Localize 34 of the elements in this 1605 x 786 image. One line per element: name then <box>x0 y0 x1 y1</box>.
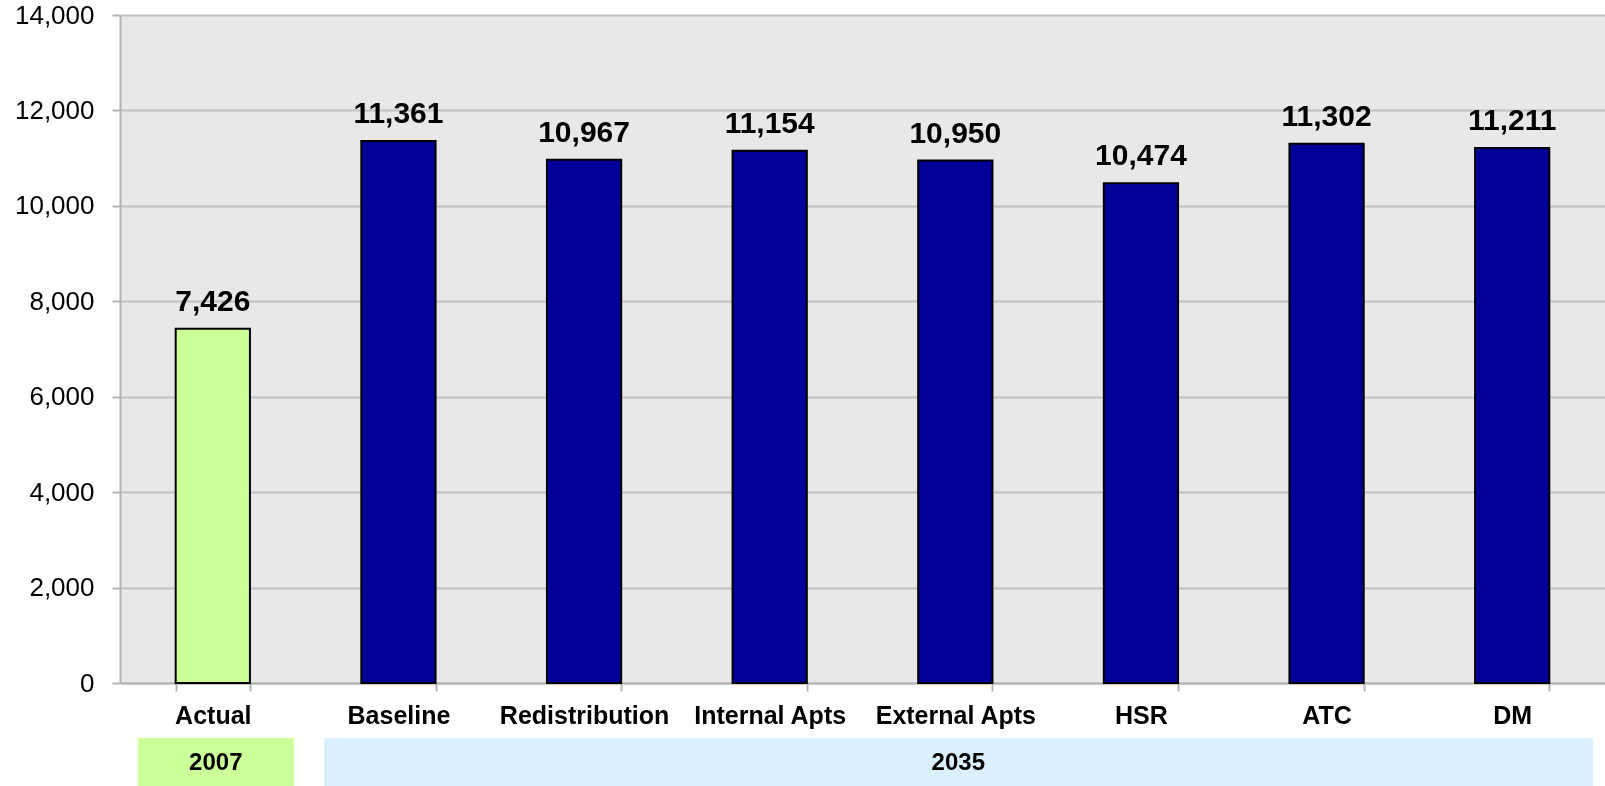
label-box: 2007 <box>138 738 294 786</box>
bar <box>545 158 623 684</box>
x-tick-label: Redistribution <box>499 700 670 729</box>
bar <box>1288 142 1365 684</box>
bar <box>731 149 808 684</box>
data-label: 10,967 <box>538 114 630 148</box>
x-tick-label: External Apts <box>875 700 1036 729</box>
bar <box>917 159 994 684</box>
y-tick-label: 8,000 <box>29 285 95 316</box>
y-tick-label: 4,000 <box>29 476 95 507</box>
y-tick-label: 10,000 <box>14 190 95 221</box>
y-tick-label: 2,000 <box>29 572 95 603</box>
y-tick-label: 6,000 <box>29 381 95 412</box>
data-label: 10,950 <box>909 115 1002 149</box>
bar <box>1474 147 1551 684</box>
data-label: 11,302 <box>1281 98 1372 132</box>
y-tick-label: 12,000 <box>14 94 95 125</box>
bar <box>1102 182 1180 684</box>
x-tick-label: Actual <box>175 700 252 729</box>
data-label: 11,211 <box>1467 103 1557 137</box>
data-label: 7,426 <box>175 283 251 317</box>
y-tick-label: 14,000 <box>14 0 95 30</box>
x-tick-label: ATC <box>1302 700 1352 729</box>
data-label: 11,361 <box>353 95 444 129</box>
x-tick-label: HSR <box>1115 700 1168 729</box>
bar <box>360 139 437 684</box>
bar <box>174 327 251 684</box>
data-label: 11,154 <box>724 105 816 139</box>
x-tick-label: Baseline <box>347 700 451 729</box>
x-tick-label: DM <box>1493 700 1533 729</box>
data-label: 10,474 <box>1095 138 1188 172</box>
label-box: 2035 <box>323 738 1593 786</box>
x-tick-label: Internal Apts <box>694 700 847 729</box>
y-tick-label: 0 <box>80 667 95 698</box>
